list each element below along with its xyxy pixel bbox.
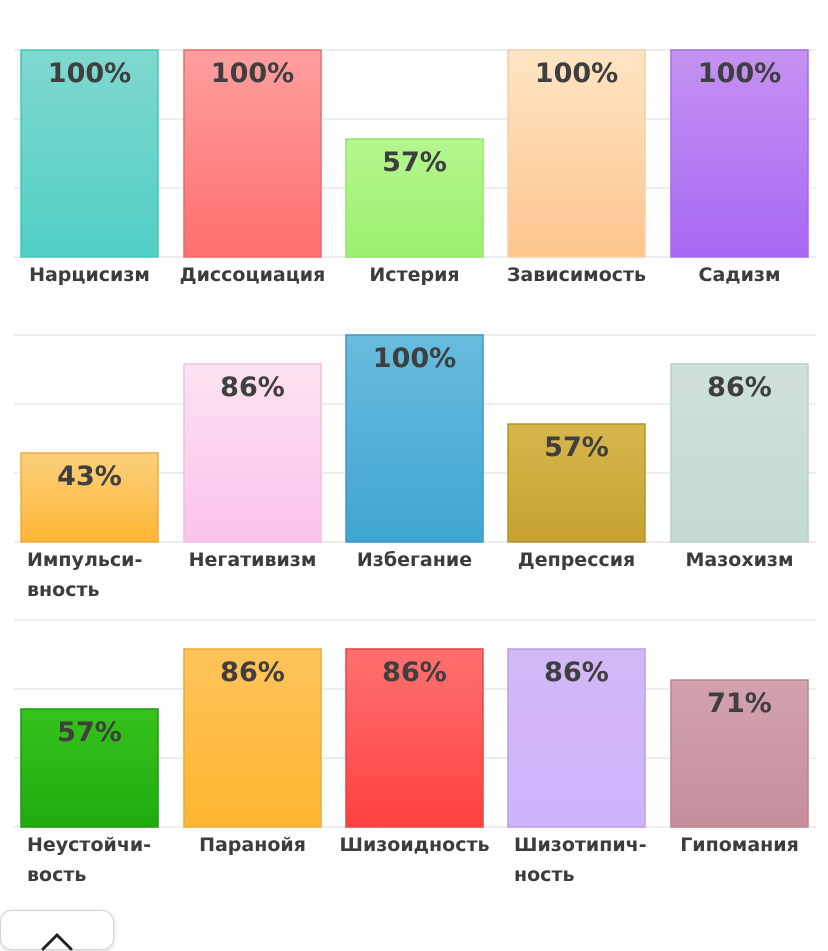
bar-chart-2: 43% Импульси-вность 86% Негативизм 100% Избег… [14, 334, 816, 601]
bar [345, 334, 484, 543]
bar [670, 49, 809, 258]
category-label: Паранойя [199, 834, 306, 856]
category-label: Нарцисизм [29, 264, 150, 286]
data-label: 86% [382, 657, 447, 688]
data-label: 43% [57, 461, 122, 492]
bar-chart-1: 100% Нарцисизм 100% Диссоциация 57% Истерия 10… [14, 49, 816, 286]
bar [183, 363, 322, 543]
category-label: Зависимость [507, 264, 646, 286]
data-label: 100% [211, 58, 294, 89]
bar [670, 363, 809, 543]
category-label: вность [27, 579, 100, 601]
category-label: Садизм [699, 264, 781, 286]
category-label: Диссоциация [180, 264, 326, 286]
bar [20, 708, 159, 828]
data-label: 86% [544, 657, 609, 688]
category-label: ность [514, 864, 574, 886]
category-label: Шизоидность [339, 834, 489, 856]
bar [183, 648, 322, 828]
category-label: Негативизм [189, 549, 317, 571]
data-label: 100% [535, 58, 618, 89]
category-label: Неустойчи- [27, 834, 151, 856]
bar [507, 49, 646, 258]
data-label: 71% [707, 688, 772, 719]
data-label: 100% [48, 58, 131, 89]
bar [20, 452, 159, 543]
close-chevron-icon [41, 933, 73, 951]
chart-row-1: 100% Нарцисизм 100% Диссоциация 57% Истерия 10… [0, 46, 828, 296]
category-label: Избегание [357, 549, 472, 571]
bar [20, 49, 159, 258]
chart-row-3: 57% Неустойчи-вость 86% Паранойя 86% Шизоидно… [0, 616, 828, 891]
data-label: 100% [698, 58, 781, 89]
data-label: 100% [373, 343, 456, 374]
close-button[interactable] [0, 910, 114, 951]
category-label: Истерия [369, 264, 459, 286]
bar [507, 423, 646, 543]
bar [670, 679, 809, 828]
category-label: Гипомания [680, 834, 799, 856]
data-label: 57% [544, 432, 609, 463]
bar [183, 49, 322, 258]
category-label: вость [27, 864, 86, 886]
bar [345, 648, 484, 828]
data-label: 57% [382, 147, 447, 178]
category-label: Депрессия [518, 549, 635, 571]
data-label: 57% [57, 717, 122, 748]
category-label: Шизотипич- [514, 834, 647, 856]
bar-chart-3: 57% Неустойчи-вость 86% Паранойя 86% Шизоидно… [14, 619, 816, 886]
data-label: 86% [220, 657, 285, 688]
bar [345, 138, 484, 258]
category-label: Импульси- [27, 549, 142, 571]
data-label: 86% [707, 372, 772, 403]
chart-row-2: 43% Импульси-вность 86% Негативизм 100% Избег… [0, 331, 828, 606]
data-label: 86% [220, 372, 285, 403]
category-label: Мазохизм [686, 549, 794, 571]
bar [507, 648, 646, 828]
